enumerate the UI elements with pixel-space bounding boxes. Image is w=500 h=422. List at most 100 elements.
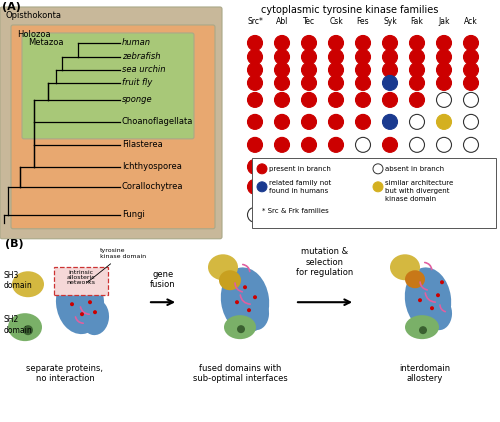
Circle shape <box>464 35 478 51</box>
Text: related family not: related family not <box>269 180 331 186</box>
Circle shape <box>328 49 344 65</box>
Text: present in branch: present in branch <box>269 166 331 172</box>
Circle shape <box>464 92 478 107</box>
Circle shape <box>382 49 398 65</box>
Circle shape <box>248 92 262 107</box>
Circle shape <box>373 164 383 174</box>
Circle shape <box>247 308 251 312</box>
Circle shape <box>248 207 262 222</box>
Text: fruit fly: fruit fly <box>122 78 152 87</box>
Text: mutation &
selection
for regulation: mutation & selection for regulation <box>296 247 354 277</box>
Circle shape <box>382 160 398 174</box>
Circle shape <box>356 62 370 77</box>
Circle shape <box>356 207 370 222</box>
Circle shape <box>464 160 478 174</box>
Circle shape <box>248 179 262 194</box>
Circle shape <box>373 182 383 192</box>
Circle shape <box>302 49 316 65</box>
Text: Opisthokonta: Opisthokonta <box>6 11 62 20</box>
Circle shape <box>356 138 370 152</box>
Circle shape <box>302 92 316 107</box>
FancyBboxPatch shape <box>11 25 215 229</box>
Text: Fungi: Fungi <box>122 210 145 219</box>
Ellipse shape <box>56 271 104 334</box>
Text: * Src & Frk families: * Src & Frk families <box>262 208 329 214</box>
FancyBboxPatch shape <box>22 33 194 139</box>
Ellipse shape <box>390 254 420 280</box>
Circle shape <box>356 49 370 65</box>
Ellipse shape <box>8 313 42 341</box>
Circle shape <box>302 160 316 174</box>
FancyBboxPatch shape <box>0 7 222 239</box>
Circle shape <box>382 35 398 51</box>
Circle shape <box>464 179 478 194</box>
Text: absent in branch: absent in branch <box>385 166 444 172</box>
Circle shape <box>464 76 478 90</box>
Circle shape <box>248 138 262 152</box>
Text: Corallochytrea: Corallochytrea <box>122 182 184 191</box>
Circle shape <box>88 300 92 304</box>
Circle shape <box>328 114 344 130</box>
Text: Syk: Syk <box>383 17 397 26</box>
Ellipse shape <box>245 298 269 330</box>
Ellipse shape <box>12 271 44 297</box>
Ellipse shape <box>81 299 109 335</box>
Circle shape <box>356 160 370 174</box>
Circle shape <box>436 62 452 77</box>
Text: Fak: Fak <box>410 17 424 26</box>
Circle shape <box>328 160 344 174</box>
Circle shape <box>328 138 344 152</box>
Circle shape <box>248 76 262 90</box>
Circle shape <box>382 207 398 222</box>
Circle shape <box>436 207 452 222</box>
Circle shape <box>257 182 267 192</box>
Circle shape <box>418 298 422 302</box>
Circle shape <box>248 35 262 51</box>
Circle shape <box>356 179 370 194</box>
Text: Csk: Csk <box>329 17 343 26</box>
Text: cytoplasmic tyrosine kinase families: cytoplasmic tyrosine kinase families <box>262 5 438 15</box>
Circle shape <box>257 164 267 174</box>
Circle shape <box>436 138 452 152</box>
Text: but with divergent: but with divergent <box>385 188 450 194</box>
Text: Metazoa: Metazoa <box>28 38 64 47</box>
Circle shape <box>274 49 289 65</box>
Circle shape <box>419 326 427 334</box>
Circle shape <box>80 312 84 316</box>
Circle shape <box>436 179 452 194</box>
Text: Ichthyosporea: Ichthyosporea <box>122 162 182 171</box>
Circle shape <box>410 76 424 90</box>
Text: gene
fusion: gene fusion <box>150 270 176 289</box>
Circle shape <box>274 114 289 130</box>
Circle shape <box>274 92 289 107</box>
Circle shape <box>410 179 424 194</box>
Text: allosteric: allosteric <box>66 275 96 280</box>
Circle shape <box>382 179 398 194</box>
Circle shape <box>328 62 344 77</box>
Circle shape <box>410 49 424 65</box>
Circle shape <box>382 62 398 77</box>
Circle shape <box>464 49 478 65</box>
Circle shape <box>440 280 444 284</box>
Circle shape <box>410 62 424 77</box>
Circle shape <box>382 114 398 130</box>
Circle shape <box>436 49 452 65</box>
Text: fused domains with
sub-optimal interfaces: fused domains with sub-optimal interface… <box>192 364 288 384</box>
Text: Filasterea: Filasterea <box>122 141 163 149</box>
Circle shape <box>274 76 289 90</box>
Circle shape <box>356 76 370 90</box>
Text: Tec: Tec <box>303 17 315 26</box>
Circle shape <box>328 76 344 90</box>
Text: Src*: Src* <box>247 17 263 26</box>
Circle shape <box>410 35 424 51</box>
Circle shape <box>356 92 370 107</box>
FancyBboxPatch shape <box>252 158 496 228</box>
Circle shape <box>436 76 452 90</box>
Circle shape <box>248 160 262 174</box>
Text: Ack: Ack <box>464 17 478 26</box>
Circle shape <box>436 35 452 51</box>
Circle shape <box>248 62 262 77</box>
Text: sponge: sponge <box>122 95 152 104</box>
Ellipse shape <box>224 315 256 339</box>
Text: Holozoa: Holozoa <box>17 30 50 39</box>
